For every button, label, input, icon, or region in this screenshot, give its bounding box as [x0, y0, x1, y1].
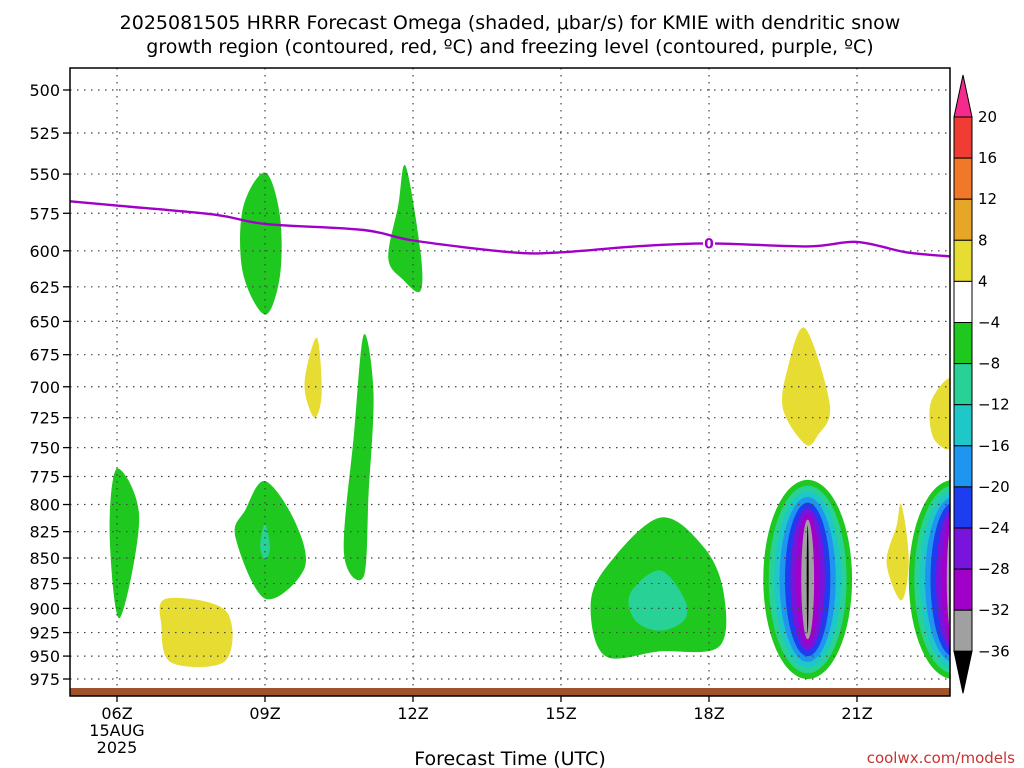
y-tick-label: 750	[29, 439, 60, 458]
y-tick-label: 625	[29, 278, 60, 297]
colorbar-tick-label: −28	[978, 560, 1010, 578]
omega-region--8	[388, 164, 423, 293]
y-tick-label: 800	[29, 496, 60, 515]
omega-region--8	[234, 480, 306, 600]
y-tick-label: 600	[29, 242, 60, 261]
x-tick-label: 21Z	[841, 704, 872, 723]
colorbar-tick-label: −32	[978, 601, 1010, 619]
chart-title-line-2: growth region (contoured, red, ºC) and f…	[146, 36, 873, 58]
x-tick-label: 06Z	[101, 704, 132, 723]
x-tick-label: 09Z	[249, 704, 280, 723]
y-tick-label: 500	[29, 81, 60, 100]
y-tick-label: 825	[29, 523, 60, 542]
y-tick-label: 900	[29, 599, 60, 618]
y-tick-label: 975	[29, 670, 60, 689]
colorbar-tick-label: −36	[978, 642, 1010, 660]
omega-region--12	[260, 524, 270, 561]
colorbar-tick-label: 8	[978, 231, 988, 249]
omega-shading	[109, 164, 950, 679]
plot-frame	[69, 67, 951, 697]
colorbar-tick-label: −12	[978, 396, 1010, 414]
omega-region--12	[628, 570, 688, 631]
x-tick-label: 15Z	[545, 704, 576, 723]
y-tick-label: 650	[29, 312, 60, 331]
colorbar-tick-label: −4	[978, 314, 1000, 332]
omega-region--8	[343, 334, 374, 581]
y-tick-label: 675	[29, 346, 60, 365]
colorbar-box	[953, 486, 973, 529]
colorbar-tick-label: −16	[978, 437, 1010, 455]
freezing-label-bg	[703, 236, 715, 251]
x-tick-label: 18Z	[693, 704, 724, 723]
credit-text: coolwx.com/models	[867, 749, 1015, 767]
colorbar-box	[953, 363, 973, 406]
colorbar-box	[953, 157, 973, 200]
colorbar-box	[953, 404, 973, 447]
y-tick-label: 875	[29, 575, 60, 594]
y-tick-label: 575	[29, 204, 60, 223]
x-axis-label: Forecast Time (UTC)	[414, 748, 605, 768]
y-tick-label: 950	[29, 647, 60, 666]
colorbar-tick-label: 12	[978, 190, 997, 208]
y-tick-label: 550	[29, 165, 60, 184]
colorbar-box	[953, 198, 973, 241]
colorbar-tick-label: −24	[978, 519, 1010, 537]
chart-title-line-1: 2025081505 HRRR Forecast Omega (shaded, …	[120, 12, 901, 34]
colorbar-tick-label: 20	[978, 108, 997, 126]
freezing-level-label: 0	[704, 236, 714, 252]
colorbar-box	[953, 609, 973, 652]
colorbar-box	[953, 280, 973, 323]
colorbar-box	[953, 445, 973, 488]
y-tick-label: 725	[29, 409, 60, 428]
y-tick-label: 700	[29, 378, 60, 397]
omega-region-4	[304, 337, 322, 418]
freezing-level-contour: 0	[70, 200, 950, 258]
colorbar-box	[953, 239, 973, 282]
omega-region--8	[240, 172, 282, 315]
colorbar-box	[953, 527, 973, 570]
colorbar-box	[953, 116, 973, 159]
y-tick-label: 925	[29, 624, 60, 643]
colorbar-bottom-arrow	[953, 650, 973, 694]
y-tick-label: 525	[29, 124, 60, 143]
colorbar-tick-label: 4	[978, 272, 988, 290]
x-tick-label: 12Z	[397, 704, 428, 723]
omega-region--8	[109, 468, 140, 619]
ground-strip	[70, 688, 950, 696]
colorbar-box	[953, 322, 973, 365]
omega-region-4	[929, 377, 950, 450]
omega-core-1-band-7	[946, 527, 950, 632]
colorbar-tick-label: −8	[978, 355, 1000, 373]
freezing-level-line	[70, 200, 950, 258]
colorbar-box	[953, 568, 973, 611]
omega-core-0-band-8	[806, 525, 809, 634]
ground-layer	[70, 688, 950, 696]
omega-region-4	[886, 503, 909, 601]
x-date-label: 15AUG	[89, 721, 144, 740]
x-year-label: 2025	[97, 738, 138, 757]
colorbar-legend: 20 16 12 8 4 −4 −8 −12 −16 −20 −24 −28 −32 −36	[953, 74, 1010, 694]
colorbar-tick-label: 16	[978, 149, 997, 167]
y-tick-label: 850	[29, 549, 60, 568]
y-axis: 500 525 550 575 600 625 650 675 700 725 750 775 800 8…	[29, 81, 70, 689]
y-tick-label: 775	[29, 468, 60, 487]
colorbar-tick-label: −20	[978, 478, 1010, 496]
